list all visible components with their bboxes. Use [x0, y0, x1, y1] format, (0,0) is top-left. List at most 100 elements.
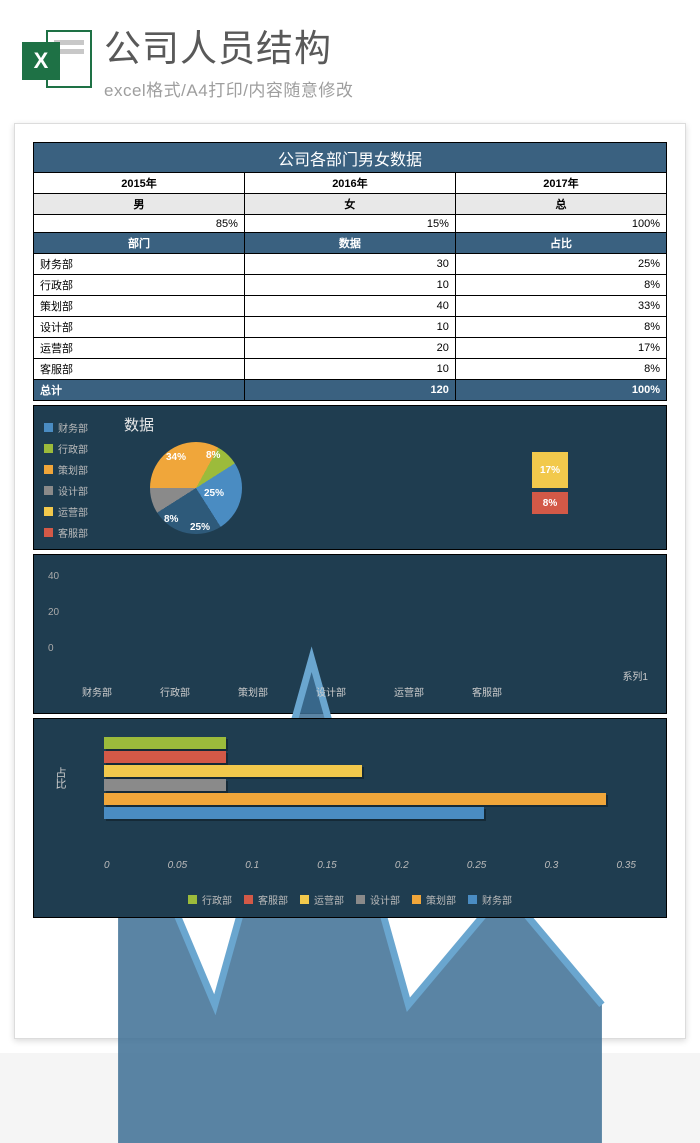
x-tick: 0: [104, 860, 110, 871]
template-header: X 公司人员结构 excel格式/A4打印/内容随意修改: [0, 0, 700, 109]
dept-name[interactable]: 行政部: [34, 275, 245, 296]
dept-value[interactable]: 10: [244, 317, 455, 338]
legend-swatch: [468, 895, 477, 904]
pie-slice-label: 25%: [204, 488, 224, 499]
dept-value[interactable]: 40: [244, 296, 455, 317]
legend-swatch: [44, 444, 53, 453]
legend-swatch: [356, 895, 365, 904]
hbar-fill: [104, 751, 226, 763]
dept-pct[interactable]: 8%: [455, 275, 666, 296]
dept-value[interactable]: 10: [244, 275, 455, 296]
page-wrap: 公司各部门男女数据 2015年 2016年 2017年 男 女 总 85% 15…: [0, 109, 700, 1053]
legend-item: 客服部: [44, 525, 88, 540]
hbar-row: [104, 807, 636, 819]
dept-pct[interactable]: 8%: [455, 317, 666, 338]
pie-slice-label: 8%: [206, 450, 220, 461]
dept-pct[interactable]: 25%: [455, 254, 666, 275]
legend-item: 客服部: [244, 892, 288, 907]
dept-name[interactable]: 运营部: [34, 338, 245, 359]
hbar-row: [104, 737, 636, 749]
legend-label: 财务部: [58, 420, 88, 435]
legend-label: 行政部: [202, 892, 232, 907]
col-header: 数据: [244, 233, 455, 254]
total-pct: 100%: [455, 380, 666, 401]
pie-slice-label: 8%: [164, 514, 178, 525]
x-tick: 0.3: [544, 860, 558, 871]
legend-label: 设计部: [58, 483, 88, 498]
mini-bar-chart: 17%8%: [532, 452, 596, 532]
dept-pct[interactable]: 33%: [455, 296, 666, 317]
hbar-row: [104, 793, 636, 805]
legend-item: 运营部: [300, 892, 344, 907]
col-header: 部门: [34, 233, 245, 254]
excel-icon: X: [22, 28, 92, 92]
x-category: 策划部: [238, 684, 268, 699]
year-cell[interactable]: 2017年: [455, 173, 666, 194]
hbar-row: [104, 779, 636, 791]
legend-label: 财务部: [482, 892, 512, 907]
legend-item: 财务部: [468, 892, 512, 907]
legend-item: 财务部: [44, 420, 88, 435]
x-tick: 0.1: [245, 860, 259, 871]
y-tick: 0: [48, 643, 54, 654]
year-cell[interactable]: 2016年: [244, 173, 455, 194]
legend-label: 客服部: [258, 892, 288, 907]
legend-label: 策划部: [58, 462, 88, 477]
legend-swatch: [44, 486, 53, 495]
hbar-fill: [104, 737, 226, 749]
hbar-legend: 行政部客服部运营部设计部策划部财务部: [34, 892, 666, 907]
page-subtitle: excel格式/A4打印/内容随意修改: [104, 76, 678, 101]
hbar-chart-panel: 占比 00.050.10.150.20.250.30.35 行政部客服部运营部设…: [33, 718, 667, 918]
legend-swatch: [244, 895, 253, 904]
dept-name[interactable]: 设计部: [34, 317, 245, 338]
table-row[interactable]: 行政部108%: [34, 275, 667, 296]
gender-label[interactable]: 男: [34, 194, 245, 215]
x-tick: 0.35: [616, 860, 635, 871]
gender-value[interactable]: 15%: [244, 215, 455, 233]
dept-value[interactable]: 20: [244, 338, 455, 359]
y-tick: 20: [48, 607, 59, 618]
legend-label: 运营部: [314, 892, 344, 907]
legend-item: 策划部: [44, 462, 88, 477]
table-row[interactable]: 运营部2017%: [34, 338, 667, 359]
page-title: 公司人员结构: [104, 18, 678, 72]
series-label: 系列1: [622, 668, 648, 683]
y-tick: 40: [48, 571, 59, 582]
table-row[interactable]: 财务部3025%: [34, 254, 667, 275]
dept-name[interactable]: 客服部: [34, 359, 245, 380]
table-row[interactable]: 策划部4033%: [34, 296, 667, 317]
dept-pct[interactable]: 8%: [455, 359, 666, 380]
x-tick: 0.2: [395, 860, 409, 871]
dept-value[interactable]: 30: [244, 254, 455, 275]
dept-pct[interactable]: 17%: [455, 338, 666, 359]
hbar-fill: [104, 807, 484, 819]
gender-label[interactable]: 总: [455, 194, 666, 215]
dept-name[interactable]: 策划部: [34, 296, 245, 317]
col-header: 占比: [455, 233, 666, 254]
legend-swatch: [44, 423, 53, 432]
hbar-fill: [104, 779, 226, 791]
legend-item: 设计部: [44, 483, 88, 498]
gender-value[interactable]: 100%: [455, 215, 666, 233]
legend-label: 行政部: [58, 441, 88, 456]
pie-slice-label: 25%: [190, 522, 210, 533]
table-row[interactable]: 客服部108%: [34, 359, 667, 380]
gender-value[interactable]: 85%: [34, 215, 245, 233]
legend-item: 行政部: [188, 892, 232, 907]
x-category: 运营部: [394, 684, 424, 699]
dept-name[interactable]: 财务部: [34, 254, 245, 275]
legend-swatch: [44, 465, 53, 474]
mini-bar: 8%: [532, 492, 568, 514]
legend-swatch: [44, 528, 53, 537]
table-row[interactable]: 设计部108%: [34, 317, 667, 338]
legend-item: 设计部: [356, 892, 400, 907]
hbar-fill: [104, 765, 362, 777]
legend-swatch: [300, 895, 309, 904]
dept-value[interactable]: 10: [244, 359, 455, 380]
gender-label[interactable]: 女: [244, 194, 455, 215]
x-tick: 0.15: [317, 860, 336, 871]
hbar-xaxis: 00.050.10.150.20.250.30.35: [104, 860, 636, 871]
year-cell[interactable]: 2015年: [34, 173, 245, 194]
legend-swatch: [412, 895, 421, 904]
excel-icon-letter: X: [22, 42, 60, 80]
